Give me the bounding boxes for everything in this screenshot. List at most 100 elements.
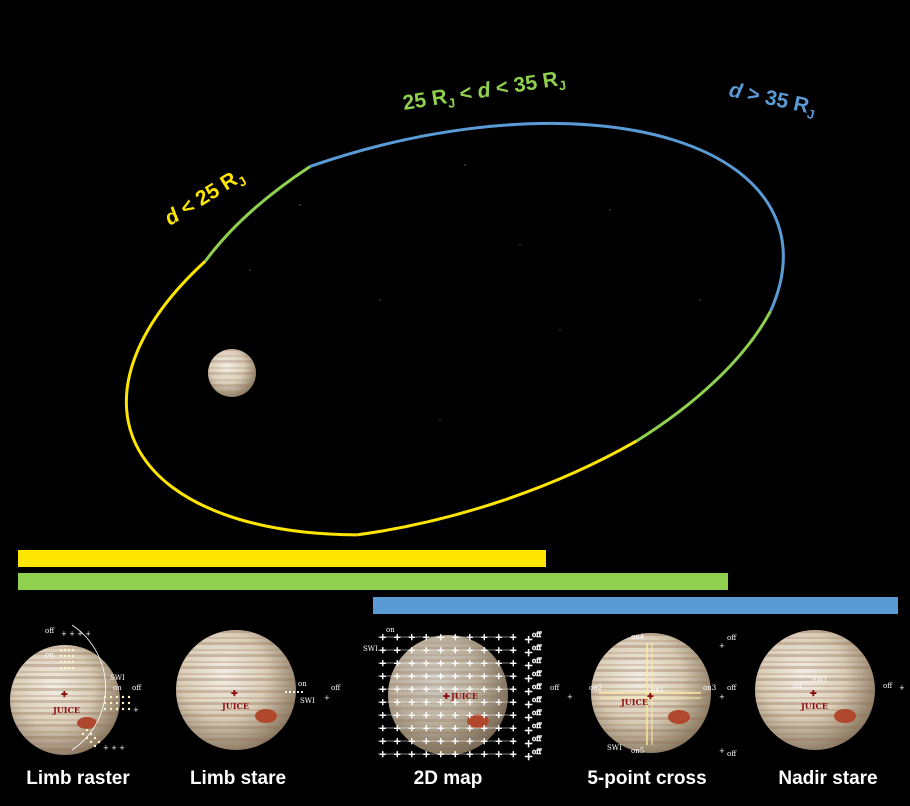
swi-label: SWI [300, 697, 315, 705]
map-point-icon: + [510, 685, 518, 695]
svg-text:✚: ✚ [231, 688, 238, 698]
juice-marker-label: JUICE [800, 701, 828, 711]
off-label: off [331, 684, 341, 692]
off-point-icon: + [524, 711, 533, 724]
map-point-icon: + [408, 698, 416, 708]
map-point-icon: + [437, 633, 445, 643]
orbit-label-outer: d > 35 RJ [726, 78, 818, 122]
jupiter-image [208, 349, 256, 397]
map-point-icon: + [437, 659, 445, 669]
map-point-icon: + [452, 659, 460, 669]
map-point-icon: + [481, 685, 489, 695]
panel-title-limb-raster: Limb raster [26, 768, 130, 789]
panel-2d-map: + + + + + + + + + + off++ + + + + + + + + + off++ + + + + + + + + + of… [363, 626, 543, 763]
on-label: on [113, 684, 122, 692]
map-point-icon: + [394, 698, 402, 708]
map-point-icon: + [423, 646, 431, 656]
map-point-icon: + [394, 672, 402, 682]
orbit-segment-middle-upper [204, 165, 311, 263]
range-bar-outer [373, 597, 898, 614]
map-point-icon: + [408, 672, 416, 682]
map-point-icon: + [379, 711, 387, 721]
svg-text:+: + [567, 693, 573, 701]
panel-nadir-stare: ✚ JUICE SWI on off + [755, 630, 905, 750]
off-label: off [727, 750, 737, 758]
svg-text:+: + [719, 693, 725, 701]
svg-text:+: + [719, 642, 725, 650]
off-point-icon: + [524, 737, 533, 750]
orbit-ellipse [124, 121, 785, 537]
map-point-icon: + [495, 698, 503, 708]
orbit-label-inner: d < 25 RJ [160, 164, 249, 233]
off-point-icon: + [524, 646, 533, 659]
juice-marker-label: JUICE [52, 705, 80, 715]
map-point-icon: + [437, 685, 445, 695]
swi-label: SWI [607, 744, 622, 752]
map-point-icon: + [510, 659, 518, 669]
map-point-icon: + [510, 698, 518, 708]
map-point-icon: + [423, 711, 431, 721]
map-point-icon: + [408, 646, 416, 656]
map-point-icon: + [423, 750, 431, 760]
off-point-icon: + [524, 698, 533, 711]
map-point-icon: + [379, 750, 387, 760]
off-point-icon: + [524, 672, 533, 685]
map-point-icon: + [510, 711, 518, 721]
map-point-icon: + [437, 724, 445, 734]
svg-text:✚: ✚ [647, 691, 654, 701]
panel-5-point-cross: ✚ JUICE on1 on2 on3 on4 on5 SWI off off … [550, 633, 737, 758]
map-point-icon: + [495, 711, 503, 721]
map-point-icon: + [510, 672, 518, 682]
panel-limb-raster: ✚ JUICE + + + + off on SWI on off + + + … [10, 624, 142, 755]
map-point-icon: + [495, 672, 503, 682]
map-point-icon: + [379, 646, 387, 656]
map-point-icon: + [394, 633, 402, 643]
map-point-icon: + [408, 711, 416, 721]
on1-label: on1 [651, 686, 664, 694]
off-label: off [532, 670, 542, 678]
map-point-icon: + [379, 672, 387, 682]
orbit-segment-middle-lower [635, 310, 772, 443]
map-point-icon: + [510, 633, 518, 643]
map-point-icon: + [466, 750, 474, 760]
orbit-label-middle: 25 RJ < d < 35 RJ [401, 67, 567, 118]
map-point-icon: + [408, 659, 416, 669]
svg-text:✚: ✚ [810, 688, 817, 698]
map-point-icon: + [466, 659, 474, 669]
off-label: off [532, 709, 542, 717]
map-point-icon: + [452, 672, 460, 682]
map-point-icon: + [510, 724, 518, 734]
off-label: off [532, 735, 542, 743]
map-point-icon: + [481, 724, 489, 734]
map-point-icon: + [466, 672, 474, 682]
range-bar-inner [18, 550, 546, 567]
map-point-icon: + [437, 737, 445, 747]
panel-title-limb-stare: Limb stare [189, 768, 287, 789]
off-label: off [532, 644, 542, 652]
juice-marker-label: JUICE [450, 691, 478, 701]
map-point-icon: + [379, 633, 387, 643]
map-point-icon: + [510, 750, 518, 760]
map-point-icon: + [379, 685, 387, 695]
map-point-icon: + [394, 685, 402, 695]
swi-label: SWI [812, 676, 827, 684]
swi-label: SWI [363, 645, 378, 653]
map-point-icon: + [394, 724, 402, 734]
on-label: on [298, 680, 307, 688]
on4-label: on4 [631, 633, 645, 641]
map-point-icon: + [379, 698, 387, 708]
orbit-segment-outer [309, 121, 785, 312]
map-point-icon: + [408, 724, 416, 734]
off-label: off [132, 684, 142, 692]
map-point-icon: + [394, 750, 402, 760]
map-point-icon: + [379, 659, 387, 669]
panel-title-nadir-stare: Nadir stare [778, 768, 878, 789]
off-label: off [532, 657, 542, 665]
map-point-icon: + [495, 646, 503, 656]
on-label: on [793, 682, 802, 690]
map-point-icon: + [466, 633, 474, 643]
map-point-icon: + [437, 646, 445, 656]
map-point-icon: + [481, 672, 489, 682]
